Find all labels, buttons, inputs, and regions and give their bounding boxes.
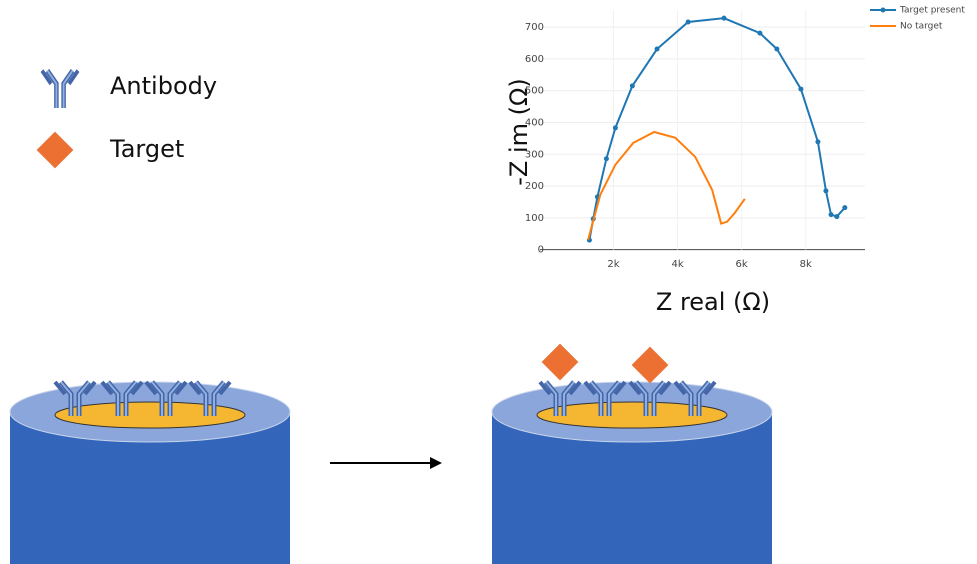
y-tick-label: 400 [525,117,544,128]
legend-label: Target present [899,6,965,16]
x-axis-title: Z real (Ω) [656,288,770,316]
y-tick-label: 0 [538,245,544,256]
x-tick-label: 8k [800,259,812,270]
point [834,214,839,219]
point [722,16,727,21]
target-icon [37,132,74,169]
point [815,139,820,144]
legend-label: Target [109,135,184,163]
point [823,188,828,193]
legend-label: No target [900,22,943,32]
point [630,83,635,88]
y-tick-label: 700 [525,22,544,33]
figure: Antibody Target -Z im (Ω) Z real (Ω) 010… [0,0,977,564]
y-tick-label: 300 [525,149,544,160]
point [757,31,762,36]
antibody-icon [42,71,78,108]
y-tick-label: 600 [525,54,544,65]
x-tick-label: 6k [736,259,748,270]
legend-label: Antibody [110,72,217,100]
point [655,47,660,52]
y-tick-label: 200 [525,181,544,192]
point [686,19,691,24]
point [842,205,847,210]
electrode [492,344,772,564]
point [798,87,803,92]
point [613,125,618,130]
point [774,47,779,52]
y-tick-label: 100 [525,213,544,224]
point [604,156,609,161]
electrode [10,382,290,564]
y-tick-label: 500 [525,86,544,97]
x-tick-label: 4k [671,259,683,270]
arrow [330,457,442,469]
x-tick-label: 2k [607,259,619,270]
legend-marker [881,8,886,13]
point [829,212,834,217]
